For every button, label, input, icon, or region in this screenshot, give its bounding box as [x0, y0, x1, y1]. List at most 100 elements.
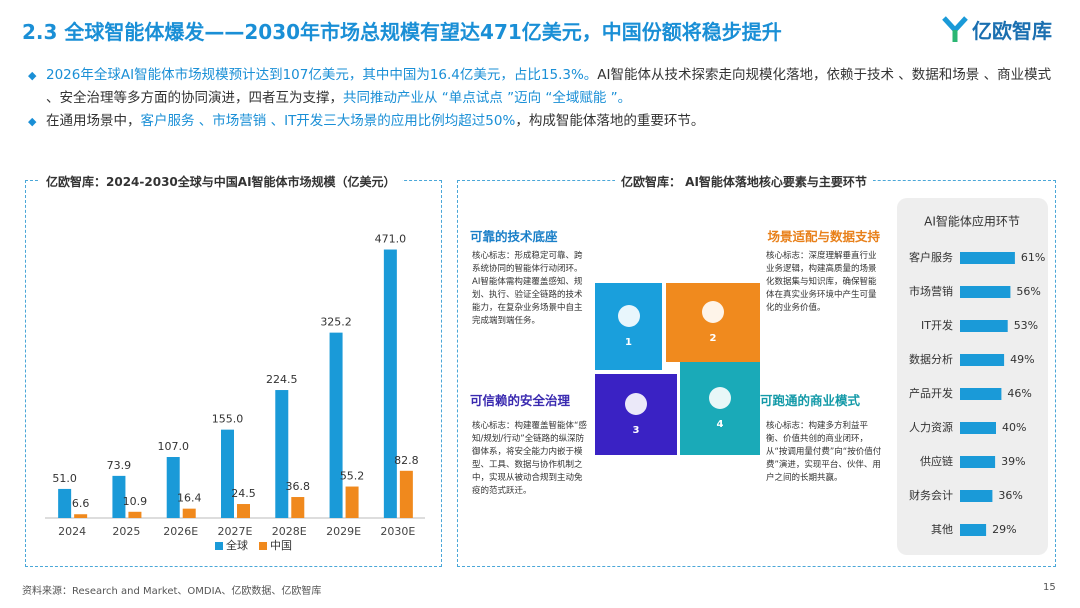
x-tick-label: 2025: [112, 525, 140, 538]
quadrant-heading: 可信赖的安全治理: [470, 393, 571, 408]
logo-text: 亿欧智库: [972, 18, 1052, 43]
quadrant-block: 1: [595, 283, 662, 370]
data-label: 36%: [998, 489, 1022, 502]
quadrant-icon: [617, 305, 640, 327]
data-label: 6.6: [72, 497, 90, 510]
bar: [74, 514, 88, 518]
data-label: 49%: [1010, 353, 1034, 366]
y-tick-label: 数据分析: [909, 352, 953, 366]
data-label: 224.5: [266, 373, 298, 386]
bullets: ◆ 2026年全球AI智能体市场规模预计达到107亿美元，其中中国为16.4亿美元…: [28, 64, 1058, 133]
bullet-text: ，构成智能体落地的重要环节。: [515, 113, 705, 129]
x-tick-label: 2026E: [163, 525, 198, 538]
data-label: 46%: [1007, 387, 1031, 400]
data-label: 40%: [1002, 421, 1026, 434]
diagram-title: 亿欧智库： AI智能体落地核心要素与主要环节: [615, 173, 873, 190]
quadrant-icon: [709, 387, 731, 409]
data-label: 53%: [1014, 319, 1038, 332]
data-label: 56%: [1016, 285, 1040, 298]
bar: [960, 320, 1008, 332]
bar: [960, 490, 993, 502]
bar: [960, 286, 1011, 298]
logo: 亿欧智库: [940, 14, 1052, 44]
page-title: 2.3 全球智能体爆发——2030年市场总规模有望达471亿美元，中国份额将稳步…: [22, 20, 782, 44]
quadrant-block: 2: [666, 283, 760, 362]
y-tick-label: 供应链: [920, 454, 953, 468]
logo-icon: [942, 16, 968, 42]
bar: [960, 252, 1015, 264]
quadrant-number: 1: [625, 337, 632, 348]
bar: [960, 524, 987, 536]
page-number: 15: [1043, 582, 1056, 593]
bullet-text: 在通用场景中，: [46, 113, 141, 129]
data-label: 55.2: [340, 470, 365, 483]
quadrant-heading: 可跑通的商业模式: [760, 393, 861, 408]
data-label: 39%: [1001, 455, 1025, 468]
quadrant-number: 2: [709, 333, 717, 344]
bullet-text: 共同推动产业从 “单点试点 ”迈向 “全域赋能 ”。: [343, 90, 632, 106]
bar: [58, 488, 72, 518]
y-tick-label: 客户服务: [909, 250, 953, 264]
bar: [329, 332, 343, 518]
data-label: 51.0: [52, 472, 77, 485]
legend-label: 全球: [226, 538, 248, 552]
bullet: ◆ 在通用场景中，客户服务 、市场营销 、IT开发三大场景的应用比例均超过50%，…: [28, 110, 1058, 133]
legend-swatch: [259, 542, 267, 550]
bar: [275, 390, 289, 518]
quadrant-number: 4: [716, 419, 724, 430]
quadrant-text: 核心标志：构建覆盖智能体“感知/规划/行动”全链路的纵深防御体系，将安全能力内嵌…: [472, 421, 587, 496]
bar: [182, 508, 196, 518]
y-tick-label: 市场营销: [909, 284, 953, 298]
bar: [291, 497, 305, 518]
bar: [166, 457, 180, 518]
bar: [399, 470, 413, 518]
data-label: 10.9: [123, 495, 148, 508]
legend-swatch: [215, 542, 223, 550]
data-label: 29%: [992, 523, 1016, 536]
bullet-text: AI智能体从技术探索走向规模化落地，依赖于技术 、数据和场景 、商业模式 、安全…: [46, 67, 1052, 106]
bar: [960, 388, 1002, 400]
bullet-marker: ◆: [28, 115, 37, 128]
x-tick-label: 2029E: [326, 525, 361, 538]
bar: [345, 486, 359, 518]
quadrant-number: 3: [632, 425, 640, 436]
bullet-text: 2026年全球AI智能体市场规模预计达到107亿美元，其中中国为16.4亿美元，…: [46, 67, 598, 83]
quadrant-text: 核心标志：构建多方利益平衡、价值共创的商业闭环，从“按调用量付费”向“按价值付费…: [766, 421, 882, 483]
quadrant-icon: [625, 393, 647, 415]
y-tick-label: 人力资源: [909, 420, 953, 434]
bar: [960, 422, 996, 434]
bullet: ◆ 2026年全球AI智能体市场规模预计达到107亿美元，其中中国为16.4亿美元…: [28, 64, 1058, 110]
source: 资料来源：Research and Market、OMDIA、亿欧数据、亿欧智库: [22, 586, 322, 597]
x-tick-label: 2030E: [380, 525, 415, 538]
data-label: 471.0: [375, 233, 407, 246]
bullet-text: 客户服务 、市场营销 、IT开发三大场景的应用比例均超过50%: [140, 113, 516, 129]
bar-chart: 2024 51.0 6.6 2025 73.9 10.9 2026E 107.0 16.4 202…: [45, 233, 425, 552]
quadrant-heading: 可靠的技术底座: [470, 229, 558, 244]
data-label: 325.2: [320, 316, 352, 329]
hbar-title: AI智能体应用环节: [924, 214, 1020, 229]
x-tick-label: 2027E: [218, 525, 253, 538]
bar: [128, 511, 142, 518]
data-label: 24.5: [231, 487, 256, 500]
bar: [960, 456, 996, 468]
quadrant-block: 3: [595, 374, 677, 455]
bar: [960, 354, 1005, 366]
quadrant-icon: [702, 301, 724, 323]
chart-title: 亿欧智库：2024-2030全球与中国AI智能体市场规模（亿美元）: [40, 173, 402, 190]
data-label: 107.0: [157, 440, 189, 453]
y-tick-label: IT开发: [921, 318, 953, 332]
bar: [221, 429, 234, 518]
data-label: 155.0: [212, 413, 244, 426]
y-tick-label: 其他: [931, 523, 953, 536]
data-label: 36.8: [286, 480, 311, 493]
bullet-marker: ◆: [28, 69, 37, 82]
legend-label: 中国: [270, 539, 292, 552]
data-label: 61%: [1021, 251, 1045, 264]
bar: [383, 249, 397, 518]
data-label: 73.9: [107, 459, 132, 472]
x-tick-label: 2024: [58, 525, 86, 538]
y-tick-label: 产品开发: [909, 386, 953, 400]
data-label: 16.4: [177, 492, 202, 505]
